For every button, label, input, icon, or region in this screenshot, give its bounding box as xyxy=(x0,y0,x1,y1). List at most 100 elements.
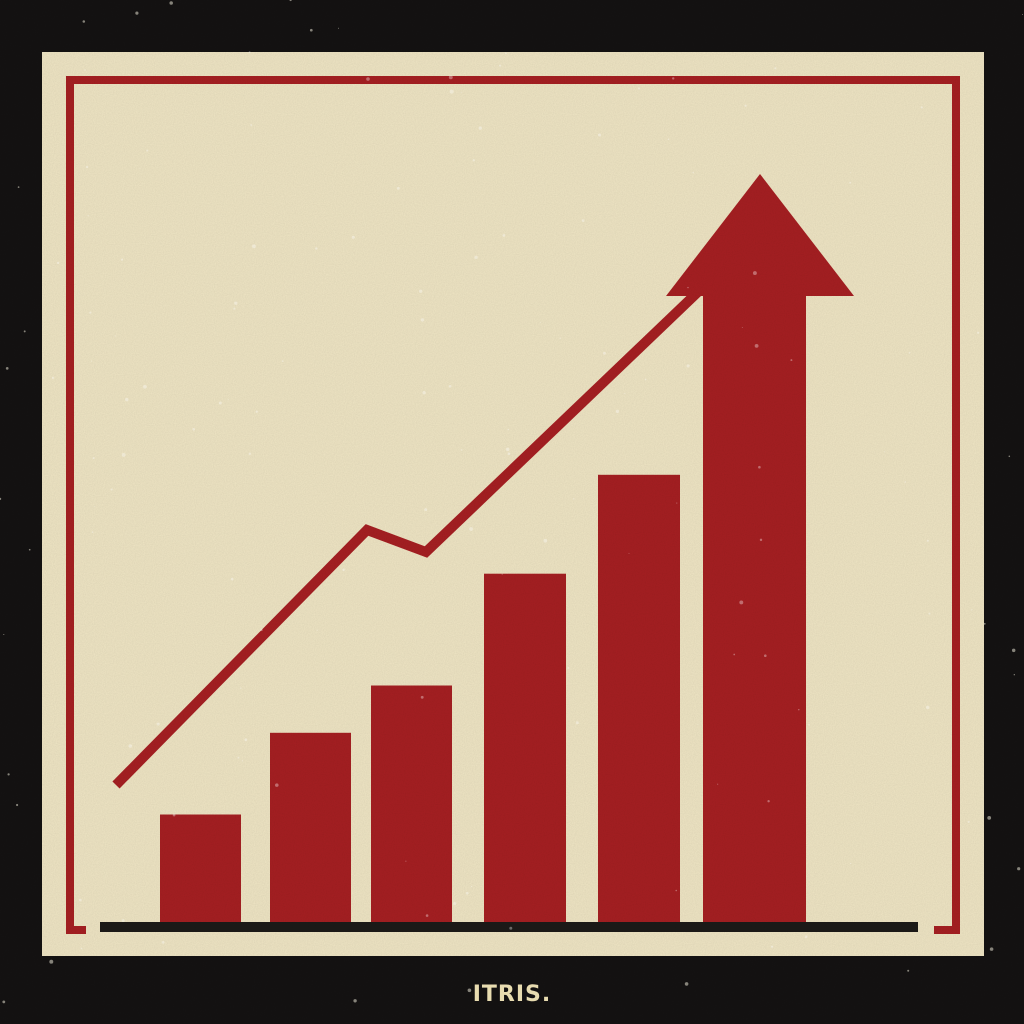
speckle xyxy=(970,609,973,611)
speckle xyxy=(23,330,26,333)
speckle xyxy=(501,573,503,575)
speckle xyxy=(218,401,222,405)
speckle xyxy=(7,773,10,776)
speckle xyxy=(470,885,473,888)
speckle xyxy=(228,398,230,400)
speckle xyxy=(315,247,318,250)
speckle xyxy=(161,941,165,944)
speckle xyxy=(453,902,457,906)
speckle xyxy=(884,451,886,453)
speckle xyxy=(672,77,675,80)
speckle xyxy=(850,172,851,174)
speckle xyxy=(121,919,125,923)
speckle xyxy=(94,506,96,508)
speckle xyxy=(798,708,800,711)
speckle xyxy=(156,722,160,726)
speckle xyxy=(499,64,501,67)
speckle xyxy=(169,1,173,5)
speckle xyxy=(1008,455,1011,458)
speckle xyxy=(16,803,19,807)
speckle xyxy=(419,289,423,293)
speckle xyxy=(448,385,452,388)
speckle xyxy=(252,244,256,249)
speckle xyxy=(744,104,747,107)
speckle xyxy=(907,969,910,972)
speckle xyxy=(644,378,647,381)
speckle xyxy=(982,526,983,528)
speckle xyxy=(764,654,767,657)
speckle xyxy=(449,89,454,94)
speckle xyxy=(366,77,370,81)
speckle xyxy=(275,783,279,787)
speckle xyxy=(448,75,453,80)
speckle xyxy=(684,982,689,986)
speckle xyxy=(637,87,641,90)
speckle xyxy=(309,28,313,32)
speckle xyxy=(686,364,690,368)
speckle xyxy=(342,568,345,572)
speckle xyxy=(850,862,852,865)
speckle xyxy=(82,20,86,23)
speckle xyxy=(790,359,793,362)
speckle xyxy=(849,181,852,184)
speckle xyxy=(467,988,472,993)
speckle xyxy=(139,168,141,169)
speckle xyxy=(575,721,579,725)
speckle xyxy=(172,813,176,817)
speckle xyxy=(420,695,424,699)
speckle xyxy=(250,124,253,126)
speckle xyxy=(3,633,5,636)
speckle xyxy=(920,106,923,109)
speckle xyxy=(420,318,425,322)
speckle xyxy=(49,959,54,964)
speckle xyxy=(1017,867,1021,871)
speckle xyxy=(5,367,9,370)
speckle xyxy=(624,392,626,395)
speckle xyxy=(79,898,82,902)
speckle xyxy=(507,428,510,431)
speckle xyxy=(289,0,292,2)
speckle xyxy=(424,508,428,512)
speckle xyxy=(396,186,400,190)
speckle xyxy=(2,1000,6,1004)
speckle xyxy=(758,465,761,469)
speckle xyxy=(573,498,575,500)
speckle xyxy=(425,914,429,917)
speckle xyxy=(234,301,238,305)
speckle xyxy=(460,91,462,93)
speckle xyxy=(351,235,355,239)
brand-logo-text: ITRIS. xyxy=(472,982,552,1007)
speckle xyxy=(1013,674,1015,676)
speckle xyxy=(255,410,258,413)
speckle xyxy=(509,926,513,930)
speckle xyxy=(759,538,763,542)
speckle xyxy=(405,860,407,862)
speckle xyxy=(478,126,482,130)
speckle xyxy=(754,344,759,348)
speckle xyxy=(87,214,89,217)
speckle xyxy=(125,397,129,402)
speckle xyxy=(120,258,124,261)
speckle xyxy=(85,165,89,169)
speckle xyxy=(928,612,931,615)
speckle xyxy=(507,452,511,455)
speckle xyxy=(233,307,236,310)
speckle xyxy=(889,669,891,671)
speckle xyxy=(338,27,339,29)
speckle xyxy=(697,723,699,725)
speckle xyxy=(675,889,677,892)
speckle xyxy=(717,783,719,785)
speckle xyxy=(51,376,55,380)
speckle xyxy=(908,352,911,354)
speckle xyxy=(597,133,602,137)
speckle xyxy=(559,337,561,339)
speckle xyxy=(422,391,426,395)
speckle xyxy=(128,744,133,748)
speckle xyxy=(248,452,252,456)
speckle xyxy=(602,351,606,355)
speckle xyxy=(244,738,248,742)
speckle xyxy=(1011,648,1016,653)
speckle xyxy=(502,234,506,237)
